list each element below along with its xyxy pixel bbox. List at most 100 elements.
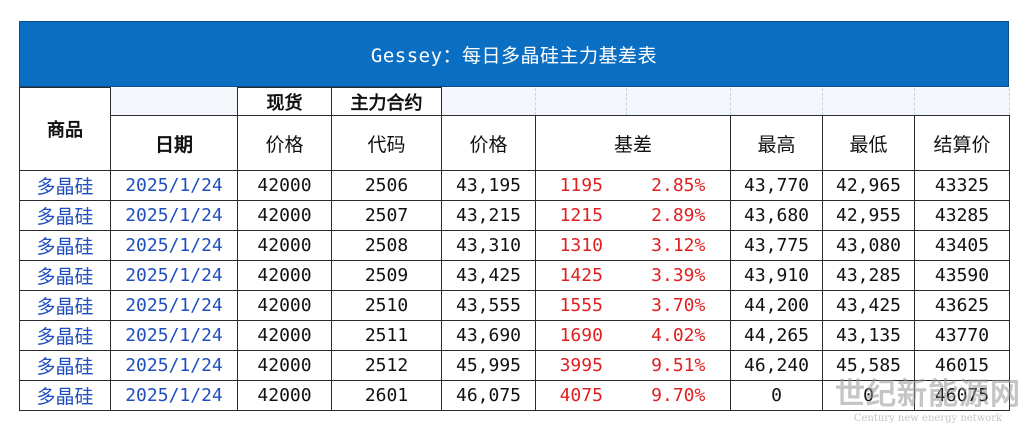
cell-basis-pct: 3.39% <box>626 260 731 291</box>
cell-product: 多晶硅 <box>19 200 111 231</box>
table-row: 多晶硅 2025/1/24 42000 2512 45,995 3995 9.5… <box>19 350 1010 381</box>
cell-price: 43,310 <box>441 230 536 261</box>
cell-basis-pct: 9.51% <box>626 350 731 381</box>
cell-date: 2025/1/24 <box>110 350 238 381</box>
cell-code: 2512 <box>331 350 442 381</box>
table-title: Gessey：每日多晶硅主力基差表 <box>19 21 1009 87</box>
basis-table: 商品 现货 主力合约 日期 价格 代码 价格 基差 最高 最低 结算价 <box>19 87 1010 411</box>
header-high: 最高 <box>730 115 823 171</box>
header-blank <box>730 87 823 116</box>
header-product: 商品 <box>19 87 111 171</box>
cell-low: 45,585 <box>822 350 915 381</box>
cell-low: 42,965 <box>822 170 915 201</box>
cell-settle: 43625 <box>914 290 1010 321</box>
cell-code: 2508 <box>331 230 442 261</box>
cell-product: 多晶硅 <box>19 230 111 261</box>
cell-price: 43,555 <box>441 290 536 321</box>
cell-product: 多晶硅 <box>19 320 111 351</box>
header-row-columns: 日期 价格 代码 价格 基差 最高 最低 结算价 <box>20 115 1010 171</box>
cell-date: 2025/1/24 <box>110 170 238 201</box>
cell-price: 46,075 <box>441 380 536 411</box>
cell-price: 43,215 <box>441 200 536 231</box>
table-row: 多晶硅 2025/1/24 42000 2510 43,555 1555 3.7… <box>19 290 1010 321</box>
cell-spot: 42000 <box>237 350 332 381</box>
basis-table-container: Gessey：每日多晶硅主力基差表 商品 现货 主力合约 日期 价格 <box>19 21 1010 411</box>
cell-high: 46,240 <box>730 350 823 381</box>
cell-price: 43,425 <box>441 260 536 291</box>
cell-code: 2506 <box>331 170 442 201</box>
header-spot-group: 现货 <box>237 87 332 116</box>
cell-low: 43,285 <box>822 260 915 291</box>
cell-basis-pct: 2.89% <box>626 200 731 231</box>
cell-basis: 1690 <box>535 320 627 351</box>
header-code: 代码 <box>331 115 442 171</box>
cell-high: 0 <box>730 380 823 411</box>
cell-settle: 43590 <box>914 260 1010 291</box>
cell-high: 44,200 <box>730 290 823 321</box>
header-price: 价格 <box>441 115 536 171</box>
cell-basis-pct: 4.02% <box>626 320 731 351</box>
cell-spot: 42000 <box>237 170 332 201</box>
cell-high: 44,265 <box>730 320 823 351</box>
header-row-group: 商品 现货 主力合约 <box>19 87 1010 171</box>
cell-code: 2511 <box>331 320 442 351</box>
table-row: 多晶硅 2025/1/24 42000 2508 43,310 1310 3.1… <box>19 230 1010 261</box>
cell-price: 43,195 <box>441 170 536 201</box>
cell-settle: 46075 <box>914 380 1010 411</box>
header-blank <box>110 87 238 116</box>
cell-product: 多晶硅 <box>19 260 111 291</box>
cell-date: 2025/1/24 <box>110 380 238 411</box>
header-basis: 基差 <box>535 115 731 171</box>
header-blank <box>535 87 627 116</box>
cell-product: 多晶硅 <box>19 290 111 321</box>
cell-high: 43,910 <box>730 260 823 291</box>
cell-code: 2510 <box>331 290 442 321</box>
cell-spot: 42000 <box>237 260 332 291</box>
cell-basis-pct: 9.70% <box>626 380 731 411</box>
header-contract-group: 主力合约 <box>331 87 442 116</box>
cell-price: 43,690 <box>441 320 536 351</box>
cell-basis: 1195 <box>535 170 627 201</box>
cell-settle: 46015 <box>914 350 1010 381</box>
cell-product: 多晶硅 <box>19 350 111 381</box>
table-row: 多晶硅 2025/1/24 42000 2511 43,690 1690 4.0… <box>19 320 1010 351</box>
table-row: 多晶硅 2025/1/24 42000 2507 43,215 1215 2.8… <box>19 200 1010 231</box>
cell-basis-pct: 3.12% <box>626 230 731 261</box>
cell-code: 2601 <box>331 380 442 411</box>
cell-spot: 42000 <box>237 320 332 351</box>
cell-settle: 43405 <box>914 230 1010 261</box>
cell-basis: 1425 <box>535 260 627 291</box>
header-low: 最低 <box>822 115 915 171</box>
cell-settle: 43770 <box>914 320 1010 351</box>
cell-date: 2025/1/24 <box>110 230 238 261</box>
cell-low: 43,080 <box>822 230 915 261</box>
cell-price: 45,995 <box>441 350 536 381</box>
header-settle: 结算价 <box>914 115 1010 171</box>
header-blank <box>822 87 915 116</box>
cell-product: 多晶硅 <box>19 170 111 201</box>
header-date: 日期 <box>110 115 238 171</box>
cell-low: 43,135 <box>822 320 915 351</box>
header-blank <box>441 87 536 116</box>
header-blank <box>914 87 1010 116</box>
cell-product: 多晶硅 <box>19 380 111 411</box>
cell-basis: 1310 <box>535 230 627 261</box>
cell-basis: 3995 <box>535 350 627 381</box>
table-row: 多晶硅 2025/1/24 42000 2506 43,195 1195 2.8… <box>19 170 1010 201</box>
cell-basis: 1555 <box>535 290 627 321</box>
cell-spot: 42000 <box>237 290 332 321</box>
cell-code: 2507 <box>331 200 442 231</box>
cell-code: 2509 <box>331 260 442 291</box>
cell-date: 2025/1/24 <box>110 320 238 351</box>
header-spot-price: 价格 <box>237 115 332 171</box>
table-row: 多晶硅 2025/1/24 42000 2601 46,075 4075 9.7… <box>19 380 1010 411</box>
cell-settle: 43325 <box>914 170 1010 201</box>
cell-low: 42,955 <box>822 200 915 231</box>
cell-basis: 1215 <box>535 200 627 231</box>
cell-basis: 4075 <box>535 380 627 411</box>
cell-high: 43,680 <box>730 200 823 231</box>
cell-high: 43,770 <box>730 170 823 201</box>
cell-high: 43,775 <box>730 230 823 261</box>
cell-settle: 43285 <box>914 200 1010 231</box>
cell-spot: 42000 <box>237 230 332 261</box>
